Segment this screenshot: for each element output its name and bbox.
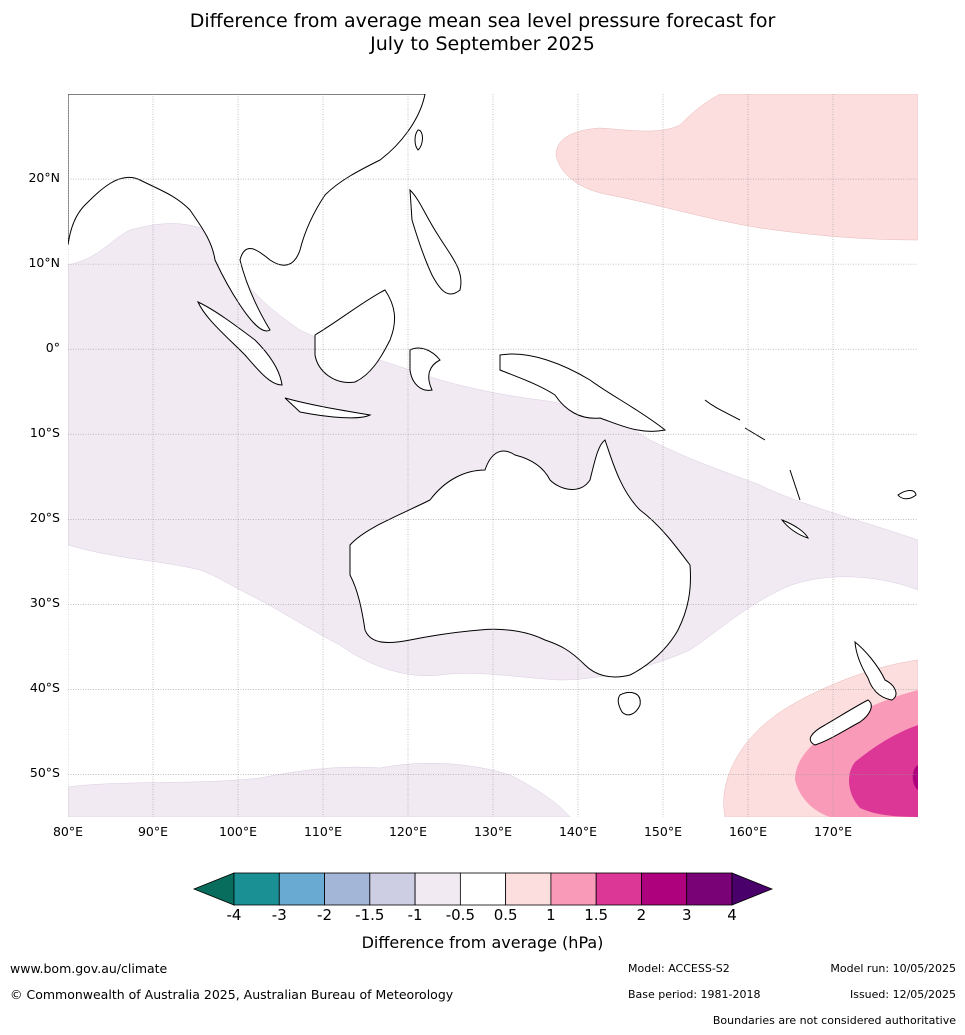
- lon-tick-label: 170°E: [813, 824, 852, 839]
- sumatra: [197, 300, 283, 386]
- lat-tick-label: 0°: [45, 340, 60, 356]
- lon-tick-label: 130°E: [473, 824, 512, 839]
- colorbar-tick-label: -1: [407, 906, 423, 924]
- colorbar-box: [233, 872, 280, 906]
- fiji-islands: [897, 490, 917, 500]
- anomaly-region-minus1-south: [68, 763, 571, 817]
- lon-tick-label: 80°E: [52, 824, 84, 839]
- footer-issued: Issued: 12/05/2025: [849, 988, 956, 1001]
- colorbar-tick-label: -0.5: [445, 906, 475, 924]
- lon-tick-label: 160°E: [728, 824, 767, 839]
- chart-title: Difference from average mean sea level p…: [0, 10, 965, 56]
- philippines: [409, 188, 462, 295]
- new-zealand-north: [854, 640, 897, 701]
- footer-disclaimer: Boundaries are not considered authoritat…: [712, 1014, 956, 1027]
- lat-tick-label: 40°S: [29, 680, 60, 696]
- vanuatu-islands: [789, 469, 801, 501]
- colorbar-box: [278, 872, 325, 906]
- sulawesi: [409, 347, 441, 391]
- colorbar-boxes: [233, 872, 733, 906]
- solomon-islands: [704, 399, 766, 441]
- colorbar-tick-label: 3: [681, 906, 692, 924]
- borneo: [314, 289, 396, 383]
- lon-tick-label: 90°E: [137, 824, 169, 839]
- anomaly-region-plus05-north: [555, 94, 918, 241]
- colorbar-box: [550, 872, 597, 906]
- footer-base-period: Base period: 1981-2018: [628, 988, 761, 1001]
- map-area: [68, 94, 918, 817]
- colorbar-tick-label: 1: [546, 906, 556, 924]
- colorbar-tick-label: -2: [317, 906, 333, 924]
- colorbar-low-extend: [192, 872, 235, 906]
- footer-copyright: © Commonwealth of Australia 2025, Austra…: [10, 987, 454, 1002]
- colorbar-box: [641, 872, 688, 906]
- footer-model: Model: ACCESS-S2: [628, 962, 730, 975]
- lat-tick-label: 20°N: [28, 170, 60, 186]
- lon-tick-label: 140°E: [558, 824, 597, 839]
- new-caledonia: [780, 518, 809, 539]
- lon-tick-label: 100°E: [218, 824, 257, 839]
- graticule: [68, 94, 918, 817]
- lat-tick-label: 10°S: [29, 425, 60, 441]
- tasmania-landmass: [617, 692, 641, 716]
- colorbar-box: [324, 872, 371, 906]
- lat-tick-label: 30°S: [29, 595, 60, 611]
- footer-website[interactable]: www.bom.gov.au/climate: [10, 961, 168, 976]
- colorbar-box: [459, 872, 507, 906]
- anomaly-region-plus2-south: [912, 765, 918, 790]
- colorbar-box: [595, 872, 642, 906]
- colorbar-tick-label: -1.5: [355, 906, 385, 924]
- lat-tick-label: 50°S: [29, 765, 60, 781]
- java: [284, 397, 372, 419]
- anomaly-region-plus15-south: [848, 725, 918, 817]
- new-zealand-south: [809, 699, 872, 746]
- colorbar-tick-label: -3: [271, 906, 287, 924]
- footer-model-run: Model run: 10/05/2025: [830, 962, 956, 975]
- australia-landmass: [349, 439, 691, 678]
- colorbar-tick-label: -4: [226, 906, 242, 924]
- colorbar-box: [369, 872, 416, 906]
- colorbar-box: [414, 872, 461, 906]
- lat-tick-label: 10°N: [28, 255, 60, 271]
- lon-tick-label: 150°E: [643, 824, 682, 839]
- title-line-1: Difference from average mean sea level p…: [189, 10, 776, 32]
- asia-mainland: [68, 94, 426, 332]
- new-guinea: [499, 353, 667, 432]
- title-line-2: July to September 2025: [370, 33, 595, 55]
- colorbar-tick-label: 4: [727, 906, 737, 924]
- colorbar-tick-label: 0.5: [493, 906, 518, 924]
- colorbar-tick-label: 1.5: [584, 906, 609, 924]
- colorbar-high-extend: [731, 872, 774, 906]
- lat-tick-label: 20°S: [29, 510, 60, 526]
- colorbar-label: Difference from average (hPa): [361, 933, 604, 952]
- lon-tick-label: 110°E: [303, 824, 342, 839]
- colorbar-tick-label: 2: [636, 906, 647, 924]
- colorbar-box: [505, 872, 552, 906]
- lon-tick-label: 120°E: [388, 824, 427, 839]
- taiwan: [414, 129, 423, 151]
- colorbar-box: [686, 872, 733, 906]
